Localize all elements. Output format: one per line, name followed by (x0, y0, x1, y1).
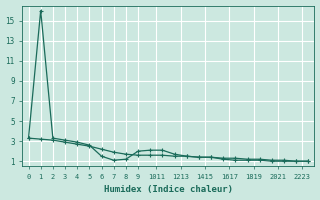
X-axis label: Humidex (Indice chaleur): Humidex (Indice chaleur) (104, 185, 233, 194)
